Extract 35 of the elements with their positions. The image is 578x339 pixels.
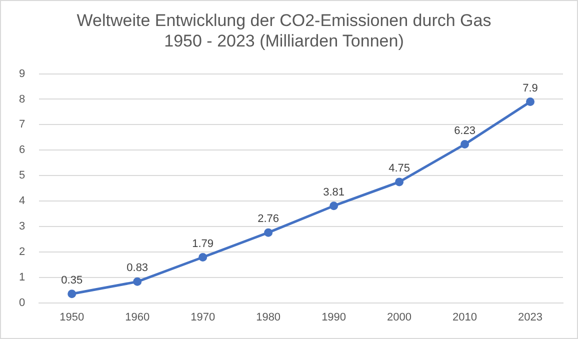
data-label: 0.35 [61, 274, 83, 286]
x-tick-label: 1990 [322, 311, 346, 324]
x-tick-label: 1960 [125, 311, 150, 324]
y-tick-label: 3 [18, 220, 26, 232]
point [460, 140, 470, 149]
y-tick-label: 7 [18, 118, 26, 131]
chart-title: Weltweite Entwicklung der CO2-Emissionen durch Gas 1950 - 2023 (Milliarden Tonnen) [76, 10, 492, 50]
point [395, 178, 404, 186]
x-tick-label: 2010 [452, 311, 478, 324]
y-tick-label: 8 [18, 93, 26, 106]
y-tick-label: 1 [18, 271, 26, 284]
y-tick-label: 2 [18, 246, 26, 258]
data-label: 7.9 [522, 82, 538, 94]
data-label: 1.79 [192, 238, 214, 250]
x-tick-label: 2023 [518, 311, 542, 324]
point [198, 253, 208, 262]
point [68, 290, 76, 298]
y-tick-label: 4 [18, 195, 26, 208]
point [264, 228, 273, 237]
point [526, 98, 535, 106]
x-tick-label: 1970 [190, 311, 216, 324]
y-tick-label: 5 [18, 170, 26, 182]
y-tick-label: 6 [18, 144, 26, 156]
point [133, 277, 142, 286]
data-label: 0.83 [126, 262, 148, 274]
data-label: 3.81 [323, 186, 345, 198]
x-tick-label: 1950 [60, 311, 84, 324]
x-tick-label: 2000 [387, 311, 412, 324]
y-tick-label: 9 [18, 68, 26, 80]
y-tick-label: 0 [18, 296, 26, 309]
point [330, 202, 338, 210]
data-label: 2.76 [258, 213, 280, 226]
data-label: 6.23 [454, 124, 476, 137]
data-label: 4.75 [388, 162, 410, 174]
x-tick-label: 1980 [256, 311, 281, 324]
